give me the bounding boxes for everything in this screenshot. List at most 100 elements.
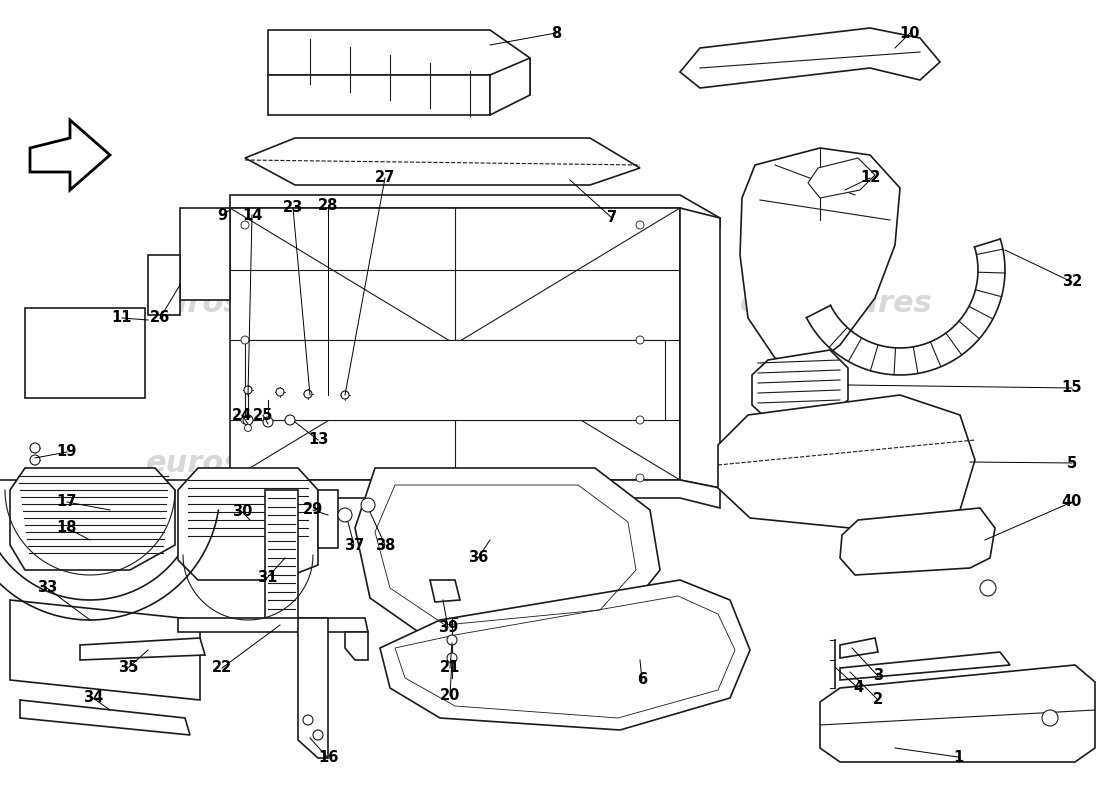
Polygon shape (230, 208, 680, 480)
Text: 1: 1 (953, 750, 964, 765)
Circle shape (636, 474, 644, 482)
Polygon shape (490, 58, 530, 115)
Polygon shape (230, 480, 720, 508)
Circle shape (30, 455, 40, 465)
Polygon shape (178, 618, 368, 632)
Circle shape (241, 221, 249, 229)
Text: 5: 5 (1067, 455, 1077, 470)
Text: 4: 4 (852, 681, 864, 695)
Circle shape (263, 417, 273, 427)
Polygon shape (230, 195, 720, 228)
Polygon shape (680, 208, 720, 488)
Text: 8: 8 (551, 26, 561, 41)
Circle shape (447, 635, 456, 645)
Polygon shape (379, 580, 750, 730)
Polygon shape (265, 490, 298, 620)
Circle shape (341, 391, 349, 399)
Text: 31: 31 (256, 570, 277, 586)
Polygon shape (245, 138, 640, 185)
Text: 24: 24 (232, 407, 252, 422)
Text: 9: 9 (217, 207, 227, 222)
Text: eurospares: eurospares (145, 290, 339, 318)
Circle shape (244, 425, 252, 431)
Polygon shape (840, 652, 1010, 680)
Circle shape (636, 336, 644, 344)
Polygon shape (180, 208, 230, 300)
Circle shape (285, 415, 295, 425)
Circle shape (244, 386, 252, 394)
Polygon shape (840, 638, 878, 658)
Circle shape (304, 390, 312, 398)
Text: 21: 21 (440, 661, 460, 675)
Circle shape (241, 336, 249, 344)
Text: 28: 28 (318, 198, 338, 213)
Polygon shape (430, 580, 460, 602)
Polygon shape (80, 638, 205, 660)
Polygon shape (30, 120, 110, 190)
Text: 35: 35 (118, 661, 139, 675)
Polygon shape (355, 468, 660, 640)
Polygon shape (245, 340, 666, 420)
Polygon shape (25, 308, 145, 398)
Polygon shape (680, 28, 940, 88)
Text: eurospares: eurospares (145, 450, 339, 478)
Text: 34: 34 (82, 690, 103, 706)
Text: 16: 16 (318, 750, 338, 766)
Polygon shape (0, 480, 220, 600)
Text: 13: 13 (308, 433, 328, 447)
Polygon shape (148, 255, 180, 315)
Text: 29: 29 (302, 502, 323, 518)
Polygon shape (10, 468, 175, 570)
Text: 7: 7 (607, 210, 617, 226)
Text: eurospares: eurospares (739, 450, 933, 478)
Text: eurospares: eurospares (453, 450, 647, 478)
Text: 26: 26 (150, 310, 170, 326)
Text: 15: 15 (1062, 381, 1082, 395)
Circle shape (338, 508, 352, 522)
Circle shape (636, 221, 644, 229)
Circle shape (30, 443, 40, 453)
Text: 19: 19 (57, 445, 77, 459)
Text: 36: 36 (468, 550, 488, 566)
Circle shape (302, 715, 313, 725)
Circle shape (980, 580, 996, 596)
Polygon shape (268, 30, 530, 95)
Text: 32: 32 (1062, 274, 1082, 290)
Text: 12: 12 (860, 170, 880, 186)
Text: 11: 11 (112, 310, 132, 326)
Text: eurospares: eurospares (453, 290, 647, 318)
Polygon shape (718, 395, 975, 528)
Text: 3: 3 (873, 669, 883, 683)
Text: 10: 10 (900, 26, 921, 41)
Text: 39: 39 (438, 621, 458, 635)
Polygon shape (268, 75, 490, 115)
Circle shape (243, 415, 253, 425)
Polygon shape (10, 600, 200, 700)
Polygon shape (178, 468, 318, 580)
Circle shape (241, 416, 249, 424)
Text: 33: 33 (37, 581, 57, 595)
Text: 6: 6 (637, 673, 647, 687)
Circle shape (276, 388, 284, 396)
Polygon shape (840, 508, 996, 575)
Polygon shape (740, 148, 900, 368)
Polygon shape (752, 350, 848, 420)
Text: 22: 22 (212, 661, 232, 675)
Polygon shape (345, 632, 368, 660)
Text: 20: 20 (440, 687, 460, 702)
Text: 2: 2 (873, 693, 883, 707)
Circle shape (636, 416, 644, 424)
Text: 38: 38 (375, 538, 395, 553)
Text: 27: 27 (375, 170, 395, 186)
Text: 30: 30 (232, 505, 252, 519)
Circle shape (1042, 710, 1058, 726)
Polygon shape (298, 618, 328, 758)
Text: eurospares: eurospares (739, 290, 933, 318)
Circle shape (361, 498, 375, 512)
Polygon shape (20, 700, 190, 735)
Text: 17: 17 (57, 494, 77, 510)
Text: 18: 18 (57, 521, 77, 535)
Circle shape (314, 730, 323, 740)
Polygon shape (808, 158, 874, 198)
Polygon shape (318, 490, 338, 548)
